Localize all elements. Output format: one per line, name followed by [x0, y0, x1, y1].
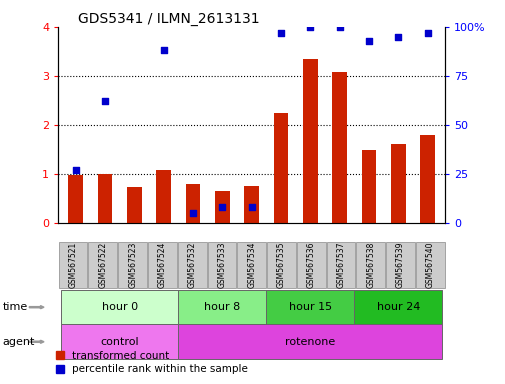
Point: [306, 24, 314, 30]
Bar: [273, 113, 288, 223]
Bar: [127, 187, 141, 223]
Text: GSM567539: GSM567539: [395, 242, 405, 288]
Point: [189, 210, 197, 216]
Point: [364, 38, 372, 44]
Text: GDS5341 / ILMN_2613131: GDS5341 / ILMN_2613131: [77, 12, 259, 26]
Text: GSM567540: GSM567540: [425, 242, 434, 288]
Text: hour 8: hour 8: [204, 302, 240, 312]
Text: GSM567535: GSM567535: [276, 242, 285, 288]
Text: GSM567533: GSM567533: [217, 242, 226, 288]
Bar: [332, 73, 346, 223]
Bar: [244, 186, 259, 223]
Point: [72, 167, 80, 173]
Point: [393, 34, 401, 40]
Bar: [185, 184, 200, 223]
Text: control: control: [100, 337, 139, 347]
Point: [160, 47, 168, 53]
Bar: [215, 191, 229, 223]
Text: GSM567538: GSM567538: [366, 242, 375, 288]
Bar: [302, 59, 317, 223]
Text: time: time: [3, 302, 28, 312]
Bar: [390, 144, 405, 223]
Point: [276, 30, 284, 36]
Point: [218, 204, 226, 210]
Text: rotenone: rotenone: [285, 337, 335, 347]
Text: hour 0: hour 0: [102, 302, 137, 312]
Text: GSM567521: GSM567521: [69, 242, 77, 288]
Text: GSM567536: GSM567536: [306, 242, 315, 288]
Point: [247, 204, 256, 210]
Bar: [420, 135, 434, 223]
Text: GSM567532: GSM567532: [187, 242, 196, 288]
Point: [101, 98, 109, 104]
Point: [423, 30, 431, 36]
Text: hour 15: hour 15: [288, 302, 331, 312]
Text: GSM567534: GSM567534: [247, 242, 256, 288]
Bar: [361, 150, 376, 223]
Text: GSM567523: GSM567523: [128, 242, 137, 288]
Bar: [156, 170, 171, 223]
Text: GSM567522: GSM567522: [98, 242, 107, 288]
Text: GSM567537: GSM567537: [336, 242, 345, 288]
Point: [335, 24, 343, 30]
Bar: [97, 174, 112, 223]
Legend: transformed count, percentile rank within the sample: transformed count, percentile rank withi…: [56, 351, 248, 374]
Text: GSM567524: GSM567524: [158, 242, 167, 288]
Text: hour 24: hour 24: [376, 302, 419, 312]
Bar: [68, 175, 83, 223]
Text: agent: agent: [3, 337, 35, 347]
